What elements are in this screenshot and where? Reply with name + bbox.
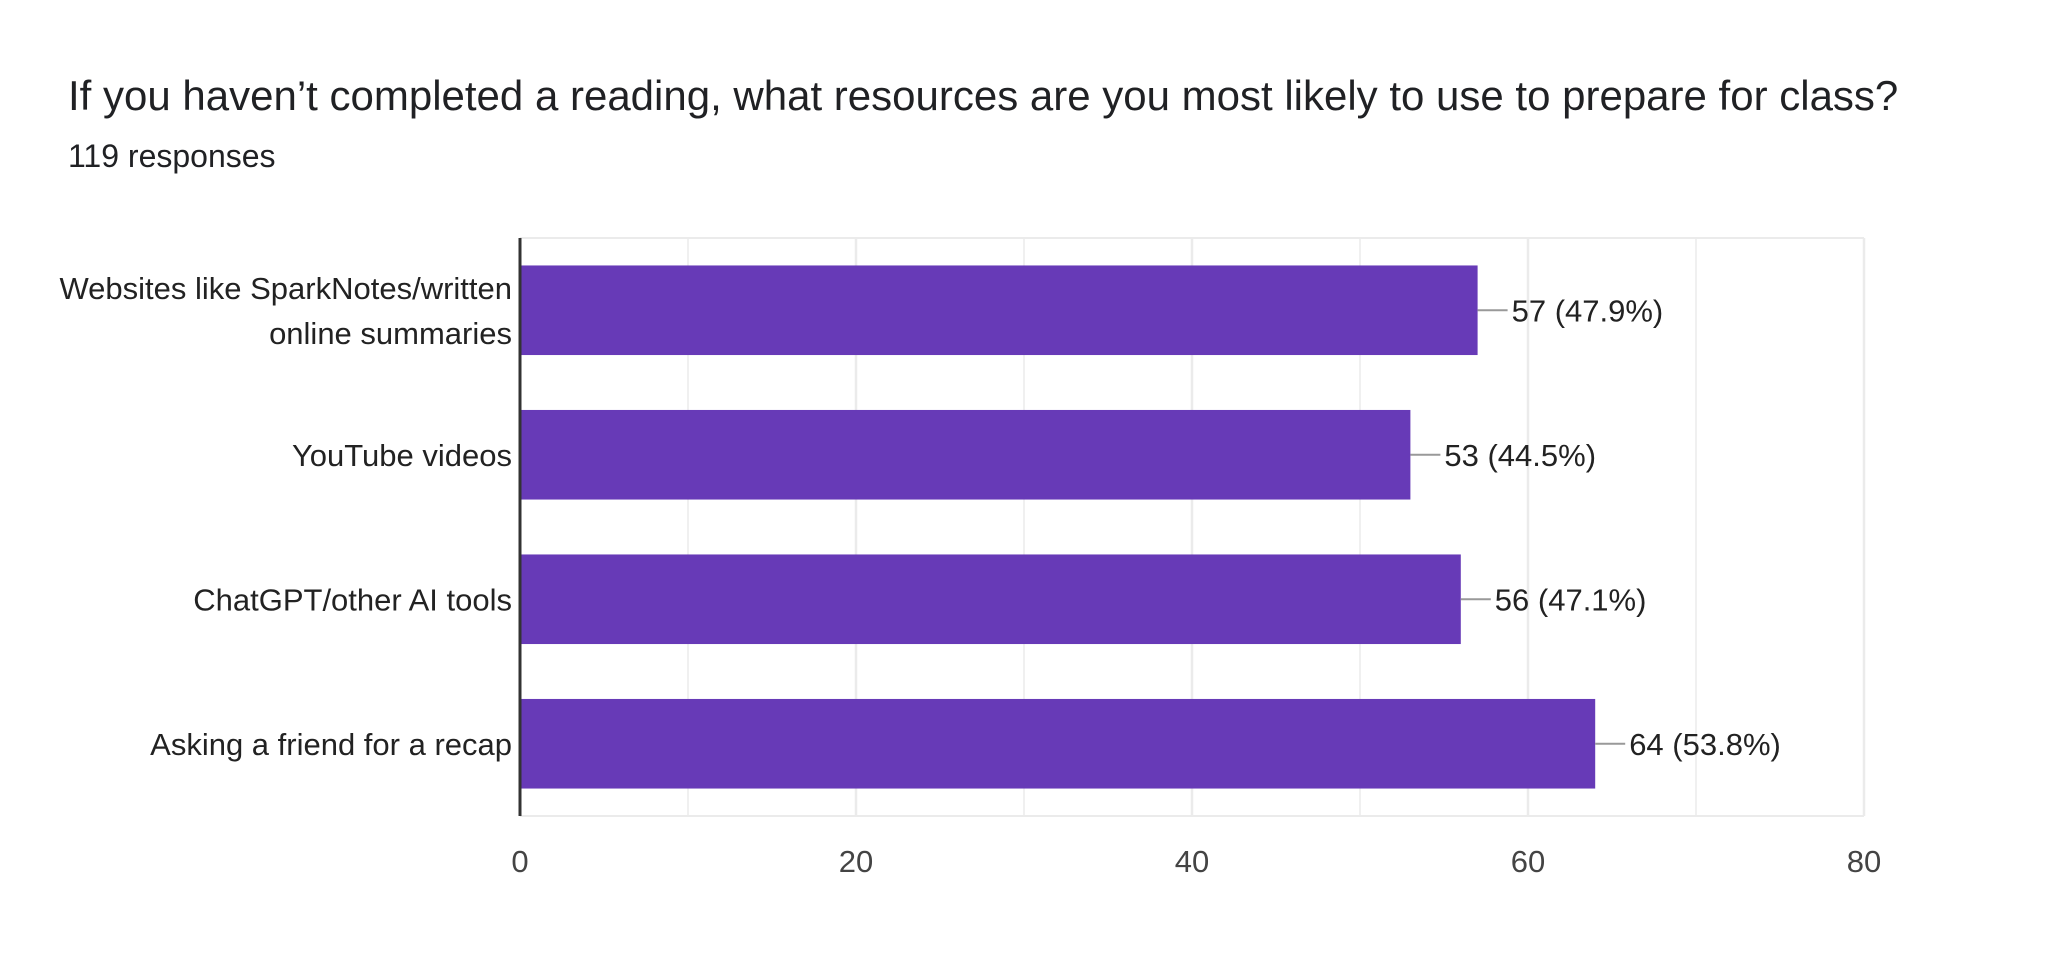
bar: [520, 699, 1595, 789]
x-tick-label: 80: [1847, 844, 1881, 879]
bar-value-label: 56 (47.1%): [1495, 582, 1647, 617]
bar-value-label: 57 (47.9%): [1512, 293, 1664, 328]
bar: [520, 410, 1410, 500]
x-tick-label: 40: [1175, 844, 1209, 879]
category-label: Websites like SparkNotes/written online s…: [59, 271, 512, 351]
category-label-line: ChatGPT/other AI tools: [193, 582, 512, 617]
bar-value-label: 64 (53.8%): [1629, 727, 1781, 762]
category-label: Asking a friend for a recap: [150, 727, 512, 762]
category-label: ChatGPT/other AI tools: [193, 582, 512, 617]
category-label-line: Websites like SparkNotes/written: [59, 271, 512, 306]
category-label-line: online summaries: [269, 316, 512, 351]
bar: [520, 265, 1478, 355]
bar-value-label: 53 (44.5%): [1444, 438, 1596, 473]
bar: [520, 554, 1461, 644]
x-tick-label: 60: [1511, 844, 1545, 879]
category-label-line: Asking a friend for a recap: [150, 727, 512, 762]
category-label-line: YouTube videos: [292, 438, 512, 473]
x-tick-label: 0: [511, 844, 528, 879]
x-tick-label: 20: [839, 844, 873, 879]
category-label: YouTube videos: [292, 438, 512, 473]
